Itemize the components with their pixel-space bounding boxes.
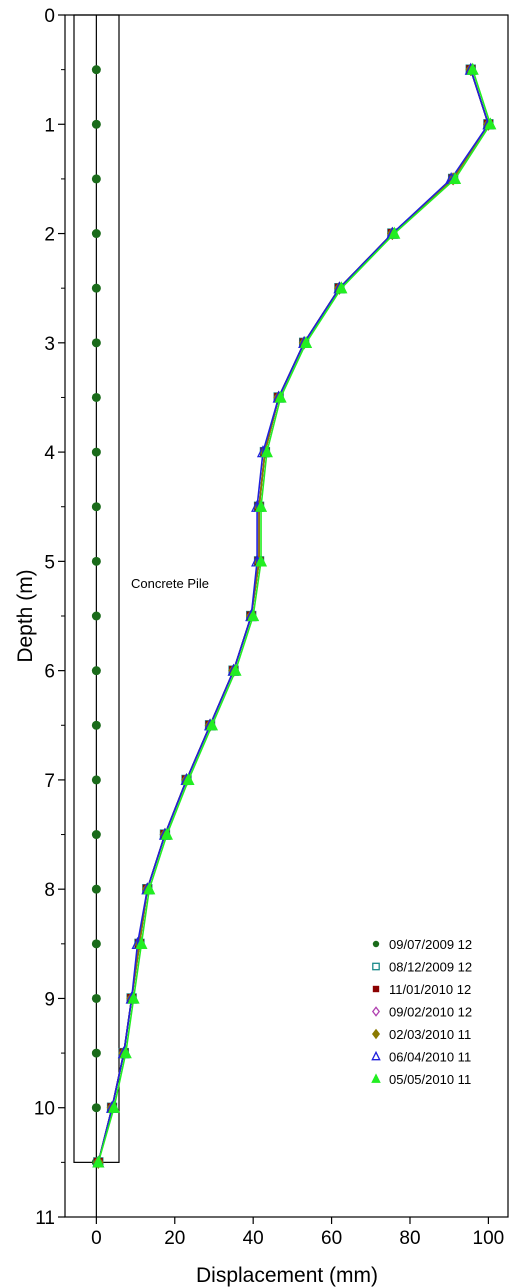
series-1 <box>91 65 101 1167</box>
y-tick-label: 10 <box>34 1099 55 1120</box>
legend-marker <box>371 1050 381 1061</box>
data-point <box>484 117 497 130</box>
data-point <box>182 772 195 786</box>
y-tick-label: 0 <box>44 6 55 27</box>
y-axis-title: Depth (m) <box>14 569 37 662</box>
x-tick-label: 20 <box>164 1228 185 1249</box>
legend-entry-label: 05/05/2010 11 <box>389 1072 471 1087</box>
legend-entry-label: 08/12/2009 12 <box>389 960 472 975</box>
data-point <box>143 882 156 895</box>
data-point <box>91 556 101 566</box>
legend-entry-label: 09/07/2009 12 <box>389 937 472 952</box>
legend-entry-label: 06/04/2010 11 <box>389 1050 471 1065</box>
x-axis: 0 20 40 60 80 100 <box>91 1217 504 1249</box>
data-point <box>449 171 462 185</box>
legend-marker <box>372 962 380 971</box>
y-tick-label: 5 <box>44 552 55 573</box>
data-point <box>91 830 101 840</box>
data-point <box>205 718 219 731</box>
y-tick-label: 6 <box>44 662 55 683</box>
x-axis-title: Displacement (mm) <box>196 1264 378 1287</box>
data-point <box>135 936 148 949</box>
series-3 <box>93 65 493 1167</box>
series-7 <box>92 62 497 1168</box>
data-point <box>91 502 101 512</box>
legend: 09/07/2009 12 08/12/2009 12 11/01/2010 12 0… <box>371 937 472 1087</box>
data-point <box>91 611 101 621</box>
data-point <box>91 666 101 676</box>
data-point <box>247 609 260 622</box>
series-4 <box>92 63 494 1169</box>
data-point <box>260 445 273 458</box>
legend-entry-label: 11/01/2010 12 <box>389 982 471 997</box>
data-point <box>91 1103 101 1113</box>
data-point <box>160 827 173 840</box>
data-point <box>91 447 101 457</box>
legend-marker <box>372 985 380 993</box>
y-tick-label: 1 <box>44 115 55 136</box>
data-point <box>274 390 287 403</box>
series-layer <box>91 62 497 1169</box>
data-point <box>91 174 101 184</box>
series-6 <box>92 62 495 1168</box>
legend-entry-label: 02/03/2010 11 <box>389 1027 471 1042</box>
x-tick-label: 40 <box>243 1228 264 1249</box>
data-point <box>466 62 479 75</box>
y-axis: 0 1 2 3 4 5 6 7 8 9 10 11 <box>34 6 65 1229</box>
series-line <box>97 69 490 1163</box>
data-point <box>91 1048 101 1058</box>
data-point <box>91 338 101 348</box>
data-point <box>107 1100 121 1113</box>
data-point <box>388 226 401 239</box>
data-point <box>91 119 101 129</box>
y-tick-label: 2 <box>44 225 55 246</box>
series-line <box>97 69 490 1163</box>
y-tick-label: 7 <box>44 771 55 792</box>
data-point <box>91 65 101 75</box>
data-point <box>254 554 268 567</box>
y-tick-label: 3 <box>44 334 55 355</box>
legend-marker <box>372 940 380 948</box>
data-point <box>229 663 242 676</box>
legend-marker <box>371 1006 381 1017</box>
data-point <box>91 283 101 293</box>
data-point <box>91 229 101 239</box>
legend-marker <box>371 1028 381 1040</box>
legend-marker <box>371 1073 381 1083</box>
data-point <box>91 939 101 949</box>
data-point <box>300 335 313 348</box>
data-point <box>92 1155 105 1168</box>
series-line <box>97 69 490 1163</box>
series-line <box>97 69 490 1163</box>
data-point <box>91 720 101 730</box>
series-line <box>97 69 492 1163</box>
legend-entry-label: 09/02/2010 12 <box>389 1005 472 1020</box>
series-line <box>97 69 490 1163</box>
y-tick-label: 8 <box>44 880 55 901</box>
data-point <box>91 775 101 785</box>
data-point <box>335 281 348 294</box>
y-tick-label: 4 <box>44 443 55 464</box>
data-point <box>254 499 268 512</box>
x-tick-label: 60 <box>321 1228 342 1249</box>
data-point <box>119 1046 132 1059</box>
data-point <box>127 991 140 1004</box>
x-tick-label: 0 <box>91 1228 102 1249</box>
data-point <box>91 884 101 894</box>
y-tick-label: 11 <box>35 1208 55 1229</box>
series-5 <box>92 63 494 1169</box>
concrete-pile-annotation: Concrete Pile <box>131 576 209 591</box>
data-point <box>91 392 101 402</box>
data-point <box>91 993 101 1003</box>
series-2 <box>93 64 494 1168</box>
x-tick-label: 100 <box>473 1228 505 1249</box>
x-tick-label: 80 <box>399 1228 420 1249</box>
y-tick-label: 9 <box>44 989 55 1010</box>
